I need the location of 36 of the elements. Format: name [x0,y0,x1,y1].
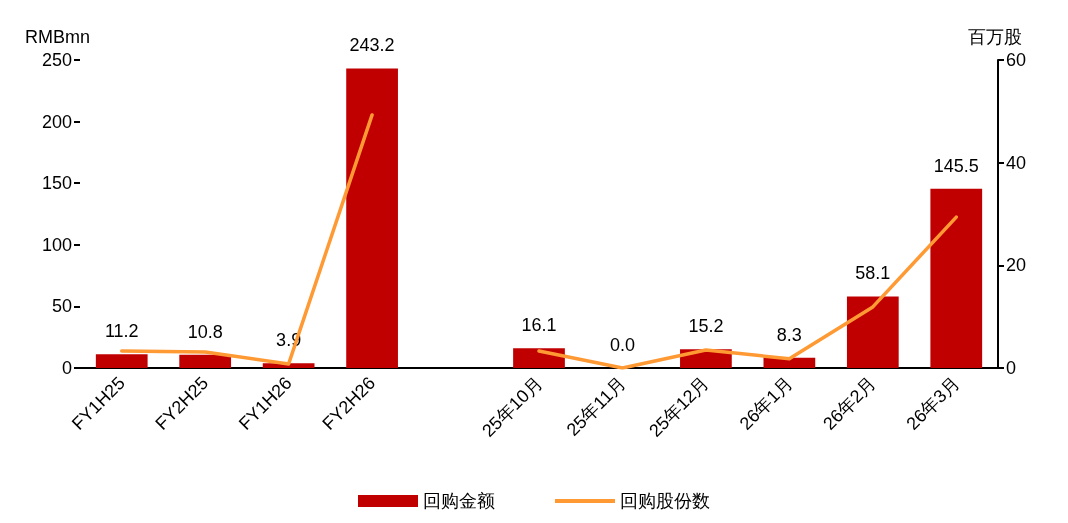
bar [846,296,899,368]
data-label: 58.1 [855,263,891,284]
data-label: 8.3 [776,324,802,345]
x-tick-label: 26年2月 [819,372,880,434]
data-label: 16.1 [521,315,557,336]
y2-axis-title: 百万股 [968,27,1022,47]
y2-tick-label: 60 [1006,50,1027,70]
x-tick-label: 25年11月 [562,372,630,440]
x-tick-label: 26年3月 [902,372,964,434]
bar [179,354,232,368]
data-label: 243.2 [349,35,395,56]
bar [930,188,983,368]
data-label: 145.5 [933,155,979,176]
bar [346,68,398,368]
y2-tick-label: 20 [1006,255,1027,276]
y-tick-label: 0 [61,358,72,378]
data-label: 15.2 [688,316,724,337]
data-label: 11.2 [104,321,139,342]
x-tick-label: 25年10月 [478,372,547,441]
data-label: 0.0 [609,335,635,355]
bar [513,348,565,368]
y-tick-label: 100 [41,234,72,255]
data-label: 10.8 [187,321,223,342]
y-axis-title: RMBmn [24,27,90,47]
legend-label: 回购股份数 [620,491,710,511]
x-tick-label: 26年1月 [735,372,797,434]
y-tick-label: 150 [41,173,72,194]
y2-tick-label: 0 [1006,358,1017,378]
y2-tick-label: 40 [1006,152,1027,173]
bar [763,357,816,368]
bar [95,354,148,368]
y-tick-label: 50 [51,296,72,317]
x-tick-label: 25年12月 [645,372,713,441]
y-tick-label: 250 [41,50,72,70]
legend-label: 回购金额 [423,491,495,511]
y-tick-label: 200 [41,111,72,132]
